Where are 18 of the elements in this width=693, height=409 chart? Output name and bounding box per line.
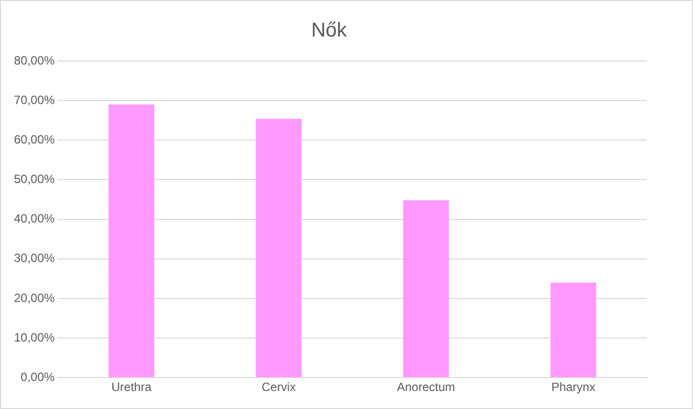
- y-tick-label: 70,00%: [14, 92, 56, 107]
- y-tick-label: 60,00%: [14, 132, 56, 146]
- bar: [108, 104, 154, 378]
- x-tick-label: Anorectum: [396, 380, 456, 394]
- bar: [403, 200, 449, 378]
- bar: [256, 118, 302, 378]
- x-tick-label: Urethra: [111, 380, 152, 394]
- y-tick-label: 50,00%: [14, 172, 56, 186]
- y-tick-label: 30,00%: [14, 251, 56, 266]
- x-tick-label: Cervix: [262, 380, 296, 394]
- y-tick-label: 10,00%: [14, 330, 56, 344]
- y-tick-label: 80,00%: [14, 53, 56, 68]
- x-tick-label: Pharynx: [551, 380, 596, 394]
- bar: [550, 282, 596, 378]
- y-tick-label: 0,00%: [20, 370, 56, 384]
- y-tick-label: 40,00%: [14, 212, 56, 226]
- y-tick-label: 20,00%: [14, 290, 56, 305]
- chart-title: Nők: [311, 20, 348, 42]
